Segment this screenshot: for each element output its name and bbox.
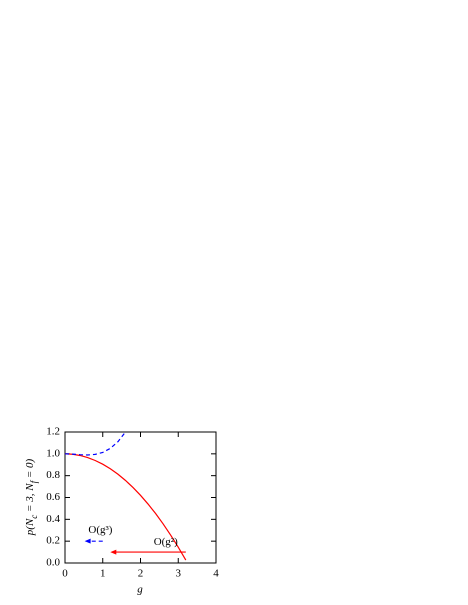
y-tick-label: 0.8 bbox=[46, 469, 60, 481]
y-axis-label: p(Nc = 3, Nf = 0) bbox=[24, 458, 40, 536]
y-tick-label: 1.0 bbox=[46, 447, 60, 459]
x-tick-label: 2 bbox=[138, 568, 144, 580]
y-tick-label: 0.0 bbox=[46, 557, 60, 569]
x-tick-label: 0 bbox=[62, 568, 68, 580]
plot-frame bbox=[64, 431, 217, 564]
x-axis-label: g bbox=[137, 584, 143, 596]
x-tick-label: 3 bbox=[176, 568, 182, 580]
x-tick-label: 4 bbox=[213, 568, 219, 580]
arrow-head bbox=[110, 549, 117, 555]
y-label-part: p(N bbox=[24, 518, 36, 536]
y-tick-label: 0.6 bbox=[46, 491, 60, 503]
y-label-part: = 3, N bbox=[24, 483, 36, 515]
x-tick-label: 1 bbox=[100, 568, 106, 580]
series-line bbox=[64, 431, 126, 456]
arrow-label: O(g²) bbox=[154, 536, 178, 548]
arrow-label: O(g³) bbox=[88, 524, 112, 536]
y-label-subscript: f bbox=[29, 479, 39, 483]
y-label-part: = 0) bbox=[24, 458, 36, 480]
y-label-subscript: c bbox=[29, 515, 39, 519]
series-line bbox=[64, 453, 187, 561]
y-tick-label: 0.4 bbox=[46, 513, 60, 525]
arrow-head bbox=[84, 538, 91, 544]
y-tick-label: 0.2 bbox=[46, 535, 60, 547]
y-tick-label: 1.2 bbox=[46, 426, 60, 438]
